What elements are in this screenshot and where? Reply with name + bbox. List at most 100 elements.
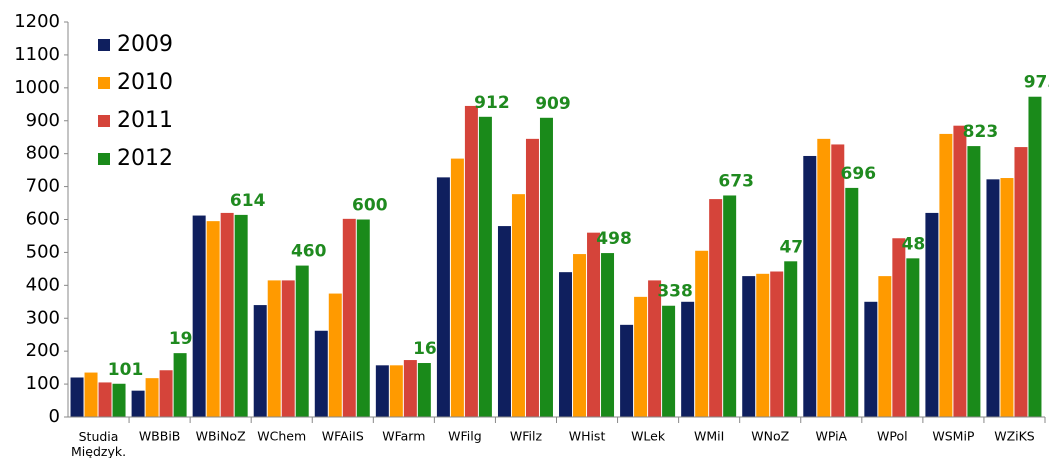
- bar: [601, 253, 615, 417]
- bar: [803, 155, 817, 418]
- legend-swatch: [98, 115, 110, 127]
- y-tick-label: 200: [26, 340, 60, 361]
- bar: [295, 265, 309, 417]
- bar: [742, 276, 756, 417]
- legend-label: 2012: [117, 146, 173, 171]
- bar: [342, 218, 356, 417]
- legend-label: 2010: [117, 70, 173, 95]
- bar: [281, 280, 295, 417]
- bar: [403, 360, 417, 417]
- bar: [70, 377, 84, 417]
- bar: [497, 226, 511, 417]
- x-tick-label: WFilg: [448, 429, 482, 444]
- x-tick-label: WPol: [877, 429, 908, 444]
- y-tick-label: 400: [26, 274, 60, 295]
- bar: [159, 370, 173, 417]
- bar: [756, 273, 770, 417]
- x-tick-label: Studia Międzyk.: [71, 429, 126, 458]
- legend-label: 2009: [117, 32, 173, 57]
- y-tick-label: 100: [26, 373, 60, 394]
- bar: [587, 232, 601, 417]
- bar: [112, 383, 126, 417]
- bar: [939, 133, 953, 417]
- bar: [831, 144, 845, 417]
- bar: [573, 254, 587, 417]
- bar: [662, 305, 676, 417]
- bar: [892, 238, 906, 417]
- data-label: 614: [230, 191, 266, 211]
- y-tick-label: 900: [26, 110, 60, 131]
- bar: [417, 363, 431, 417]
- x-tick-label: WBBiB: [139, 429, 181, 444]
- bar: [634, 296, 648, 417]
- data-label: 696: [841, 164, 877, 184]
- bar: [356, 219, 370, 417]
- x-tick-label: WZiKS: [994, 429, 1035, 444]
- bar: [784, 261, 798, 417]
- legend-label: 2011: [117, 108, 173, 133]
- x-tick-label: WPiA: [815, 429, 847, 444]
- bar: [953, 125, 967, 417]
- bar: [695, 250, 709, 417]
- bar: [314, 330, 328, 417]
- bar: [539, 117, 553, 417]
- bar: [145, 378, 159, 417]
- bar: [1014, 147, 1028, 418]
- bar: [525, 138, 539, 417]
- y-tick-label: 500: [26, 241, 60, 262]
- bar: [464, 105, 478, 417]
- bar: [220, 212, 234, 417]
- bar: [131, 390, 145, 417]
- data-label: 673: [718, 171, 754, 191]
- y-tick-label: 1000: [14, 77, 60, 98]
- x-tick-label: WNoZ: [751, 429, 789, 444]
- bar: [906, 258, 920, 417]
- bar: [925, 212, 939, 417]
- y-tick-label: 700: [26, 176, 60, 197]
- bar: [234, 214, 248, 417]
- bar: [173, 353, 187, 417]
- legend-swatch: [98, 153, 110, 165]
- bar: [192, 215, 206, 417]
- bar: [267, 280, 281, 417]
- legend-swatch: [98, 77, 110, 89]
- x-tick-label: WFarm: [382, 429, 425, 444]
- data-label: 823: [963, 122, 999, 142]
- x-tick-label: WSMiP: [932, 429, 975, 444]
- y-tick-label: 0: [49, 406, 60, 427]
- bar: [511, 194, 525, 417]
- bar: [648, 280, 662, 417]
- bar: [450, 158, 464, 417]
- data-label: 600: [352, 196, 388, 216]
- x-tick-label: WFAiIS: [322, 429, 364, 444]
- x-tick-label: WLek: [631, 429, 666, 444]
- bar: [864, 301, 878, 417]
- data-label: 498: [596, 229, 632, 249]
- bar: [967, 146, 981, 418]
- y-tick-label: 1100: [14, 44, 60, 65]
- x-tick-label: WMiI: [694, 429, 724, 444]
- y-tick-label: 1200: [14, 11, 60, 32]
- bar: [478, 116, 492, 418]
- bar: [436, 177, 450, 417]
- data-label: 338: [657, 282, 693, 302]
- bar: [817, 138, 831, 417]
- bar: [253, 305, 267, 417]
- bar: [709, 199, 723, 417]
- bar: [1000, 178, 1014, 417]
- bar: [845, 187, 859, 417]
- bar: [559, 272, 573, 417]
- y-tick-label: 800: [26, 143, 60, 164]
- y-tick-label: 300: [26, 307, 60, 328]
- x-tick-label: WFilz: [510, 429, 543, 444]
- bar: [375, 365, 389, 417]
- x-tick-label: WHist: [569, 429, 606, 444]
- data-label: 101: [108, 360, 144, 380]
- y-tick-label: 600: [26, 209, 60, 230]
- x-tick-label: WChem: [257, 429, 306, 444]
- legend-swatch: [98, 39, 110, 51]
- bar: [620, 324, 634, 417]
- bar: [1028, 96, 1042, 418]
- bar: [770, 271, 784, 417]
